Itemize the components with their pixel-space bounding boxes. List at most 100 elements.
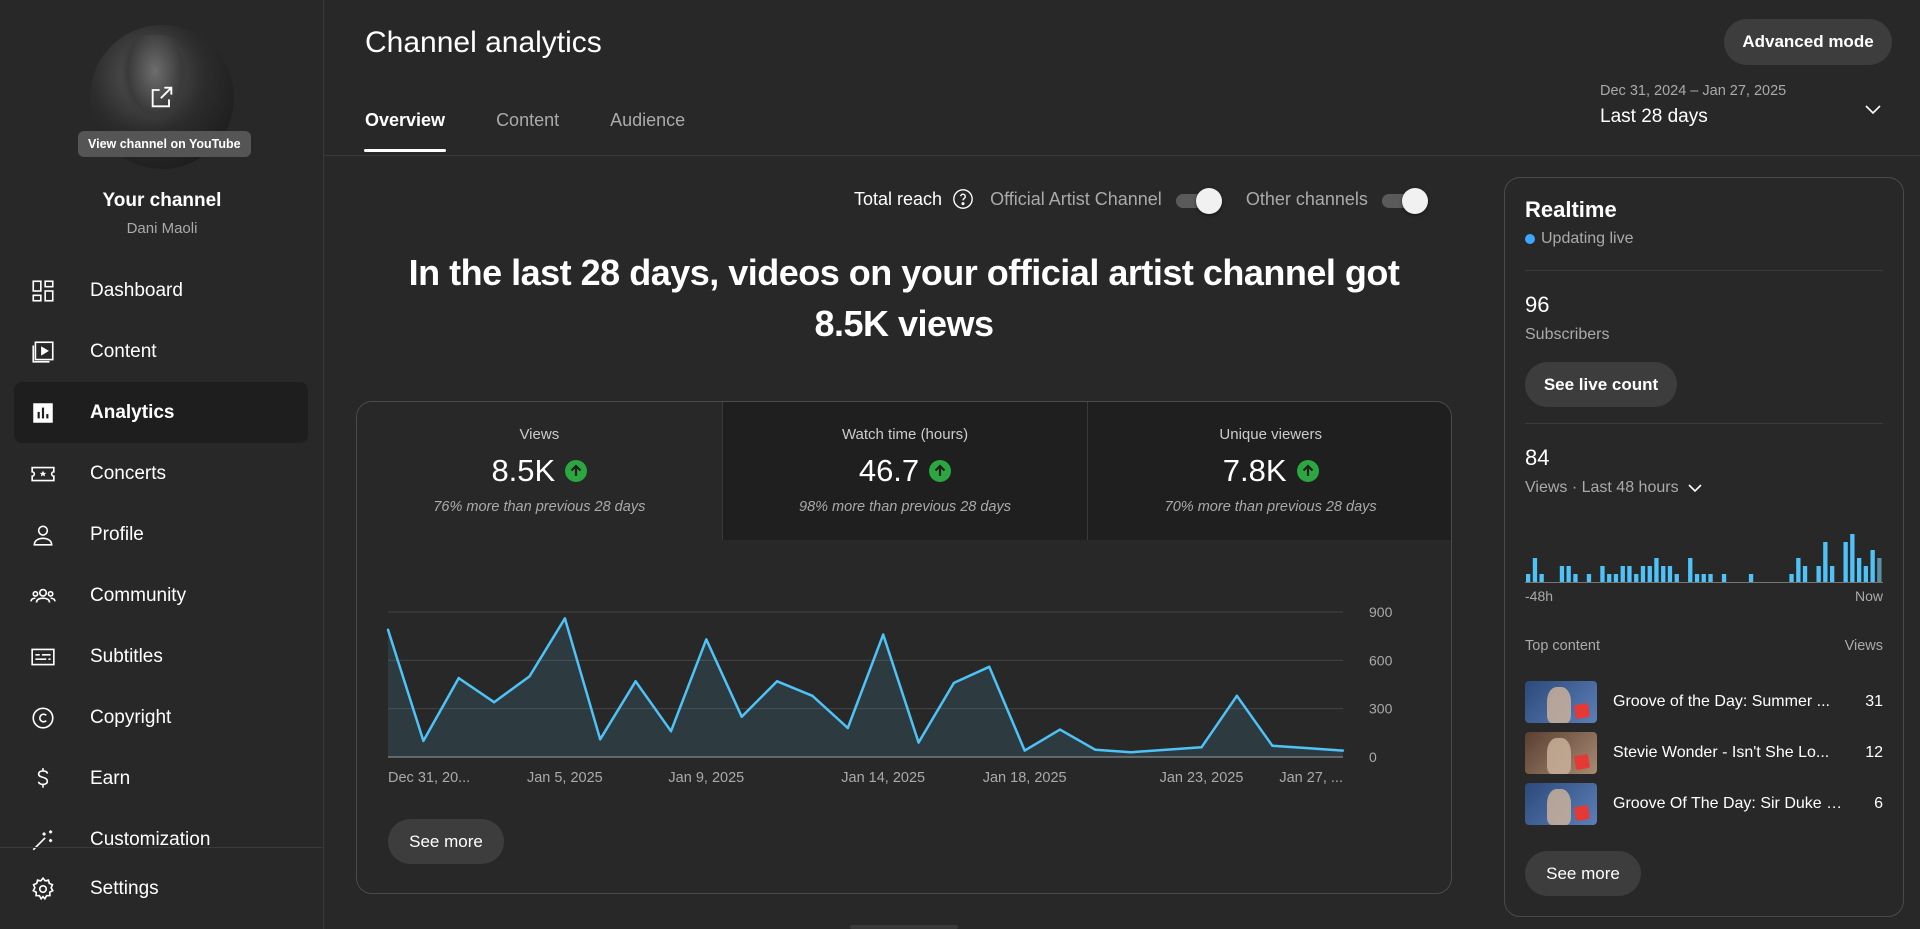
tab-content[interactable]: Content — [496, 110, 560, 130]
sidebar-item-label: Subtitles — [90, 645, 163, 667]
sidebar-item-copyright[interactable]: Copyright — [14, 687, 308, 748]
realtime-title: Realtime — [1525, 197, 1617, 222]
sidebar-nav: Dashboard Content Analytics Concerts Pro… — [14, 260, 308, 870]
y-tick-label: 600 — [1369, 652, 1393, 668]
chart-point — [917, 741, 920, 744]
metric-watch-time[interactable]: Watch time (hours) 46.7 98% more than pr… — [721, 402, 1088, 540]
sidebar-item-dashboard[interactable]: Dashboard — [14, 260, 308, 321]
sidebar-item-subtitles[interactable]: Subtitles — [14, 626, 308, 687]
realtime-bar — [1721, 574, 1727, 582]
metric-views[interactable]: Views 8.5K 76% more than previous 28 day… — [357, 402, 722, 540]
divider — [324, 155, 1920, 156]
realtime-bar — [1877, 558, 1882, 582]
sidebar-item-customization[interactable]: Customization — [14, 809, 308, 870]
tab-audience[interactable]: Audience — [610, 110, 686, 130]
realtime-bar — [1823, 542, 1828, 582]
sidebar-item-label: Customization — [90, 828, 211, 850]
advanced-mode-button[interactable]: Advanced mode — [1724, 19, 1892, 65]
realtime-bar — [1634, 574, 1639, 582]
chart-point — [492, 701, 496, 704]
realtime-bar — [1607, 574, 1612, 582]
chart-point — [457, 676, 460, 680]
updating-live-label: Updating live — [1541, 230, 1634, 247]
top-content-views: 6 — [1874, 795, 1883, 812]
metric-value-row: 7.8K — [1088, 453, 1451, 489]
top-content-label: Top content — [1525, 638, 1600, 654]
video-thumbnail — [1525, 783, 1597, 825]
metric-value: 7.8K — [1222, 453, 1287, 488]
x-tick-label: Jan 23, 2025 — [1160, 770, 1244, 786]
total-reach-row: Total reach Official Artist Channel Othe… — [854, 184, 1428, 214]
top-content-item[interactable]: Groove Of The Day: Sir Duke b... 6 — [1525, 783, 1883, 825]
chart-point — [1058, 728, 1062, 731]
top-content-item[interactable]: Stevie Wonder - Isn't She Lo... 12 — [1525, 732, 1883, 774]
earn-icon — [37, 767, 49, 788]
official-artist-channel-toggle[interactable] — [1175, 188, 1222, 214]
realtime-bar — [1674, 574, 1679, 582]
realtime-bar — [1843, 542, 1848, 582]
thumbnail-figure — [1547, 687, 1571, 723]
see-more-button[interactable]: See more — [1525, 851, 1641, 896]
realtime-bar — [1850, 534, 1855, 582]
realtime-bar — [1789, 574, 1794, 582]
other-channels-toggle[interactable] — [1381, 188, 1428, 214]
realtime-bar — [1688, 558, 1693, 582]
metric-value: 46.7 — [858, 453, 920, 488]
view-channel-link[interactable]: View channel on YouTube — [78, 131, 251, 157]
content-icon — [32, 340, 54, 363]
gear-icon — [32, 876, 54, 900]
see-more-button[interactable]: See more — [388, 819, 504, 864]
x-tick-label: Jan 5, 2025 — [527, 770, 603, 786]
chart-point — [634, 680, 637, 683]
realtime-bar-chart — [1525, 534, 1883, 583]
axis-right-label: Now — [1854, 588, 1883, 604]
views-period-dropdown[interactable]: Views · Last 48 hours — [1525, 479, 1703, 497]
sidebar-item-content[interactable]: Content — [14, 321, 308, 382]
chart-point — [1271, 744, 1274, 747]
chart-point — [528, 675, 531, 678]
sidebar-item-community[interactable]: Community — [14, 565, 308, 626]
realtime-bar — [1600, 566, 1605, 582]
arrow-up-icon — [565, 460, 588, 482]
metric-unique-viewers[interactable]: Unique viewers 7.8K 70% more than previo… — [1087, 402, 1451, 540]
thumbnail-badge-icon — [1573, 753, 1591, 771]
x-tick-label: Jan 18, 2025 — [983, 770, 1067, 786]
concerts-icon — [31, 466, 55, 481]
see-live-count-button[interactable]: See live count — [1525, 362, 1677, 407]
sidebar-item-label: Settings — [90, 877, 159, 899]
realtime-bar — [1870, 550, 1875, 582]
chart-point — [1129, 750, 1132, 754]
toggle-thumb — [1195, 188, 1222, 214]
metric-value-row: 46.7 — [723, 453, 1088, 489]
thumbnail-figure — [1547, 789, 1571, 825]
chart-point — [1094, 748, 1097, 751]
sidebar-item-settings[interactable]: Settings — [14, 858, 308, 919]
tab-bar: Overview Content Audience — [363, 110, 686, 152]
chart-point — [563, 617, 567, 620]
chart-point — [952, 681, 956, 685]
sidebar-item-concerts[interactable]: Concerts — [14, 443, 308, 504]
headline: In the last 28 days, videos on your offi… — [408, 252, 1400, 344]
video-thumbnail — [1525, 681, 1597, 723]
realtime-bar — [1613, 574, 1619, 582]
arrow-up-icon — [1296, 460, 1319, 482]
subscriber-count: 96 — [1525, 292, 1550, 317]
arrow-up-icon — [929, 460, 952, 482]
tab-overview[interactable]: Overview — [363, 110, 447, 152]
chart-point — [422, 739, 425, 743]
sidebar: View channel on YouTube Your channel Dan… — [0, 0, 324, 929]
top-content-item[interactable]: Groove of the Day: Summer ... 31 — [1525, 681, 1883, 723]
sidebar-item-profile[interactable]: Profile — [14, 504, 308, 565]
realtime-bar — [1586, 574, 1592, 582]
sidebar-item-analytics[interactable]: Analytics — [14, 382, 308, 443]
sidebar-item-label: Community — [90, 584, 187, 606]
help-icon[interactable] — [952, 188, 974, 210]
realtime-bar — [1863, 566, 1868, 582]
sidebar-item-earn[interactable]: Earn — [14, 748, 308, 809]
community-icon — [30, 588, 56, 603]
date-range-dates: Dec 31, 2024 – Jan 27, 2025 — [1600, 83, 1787, 99]
date-range-picker[interactable]: Dec 31, 2024 – Jan 27, 2025 Last 28 days — [1600, 83, 1890, 135]
updating-live: Updating live — [1525, 230, 1634, 248]
other-channels-label: Other channels — [1245, 188, 1368, 209]
chart-point — [1306, 746, 1309, 750]
